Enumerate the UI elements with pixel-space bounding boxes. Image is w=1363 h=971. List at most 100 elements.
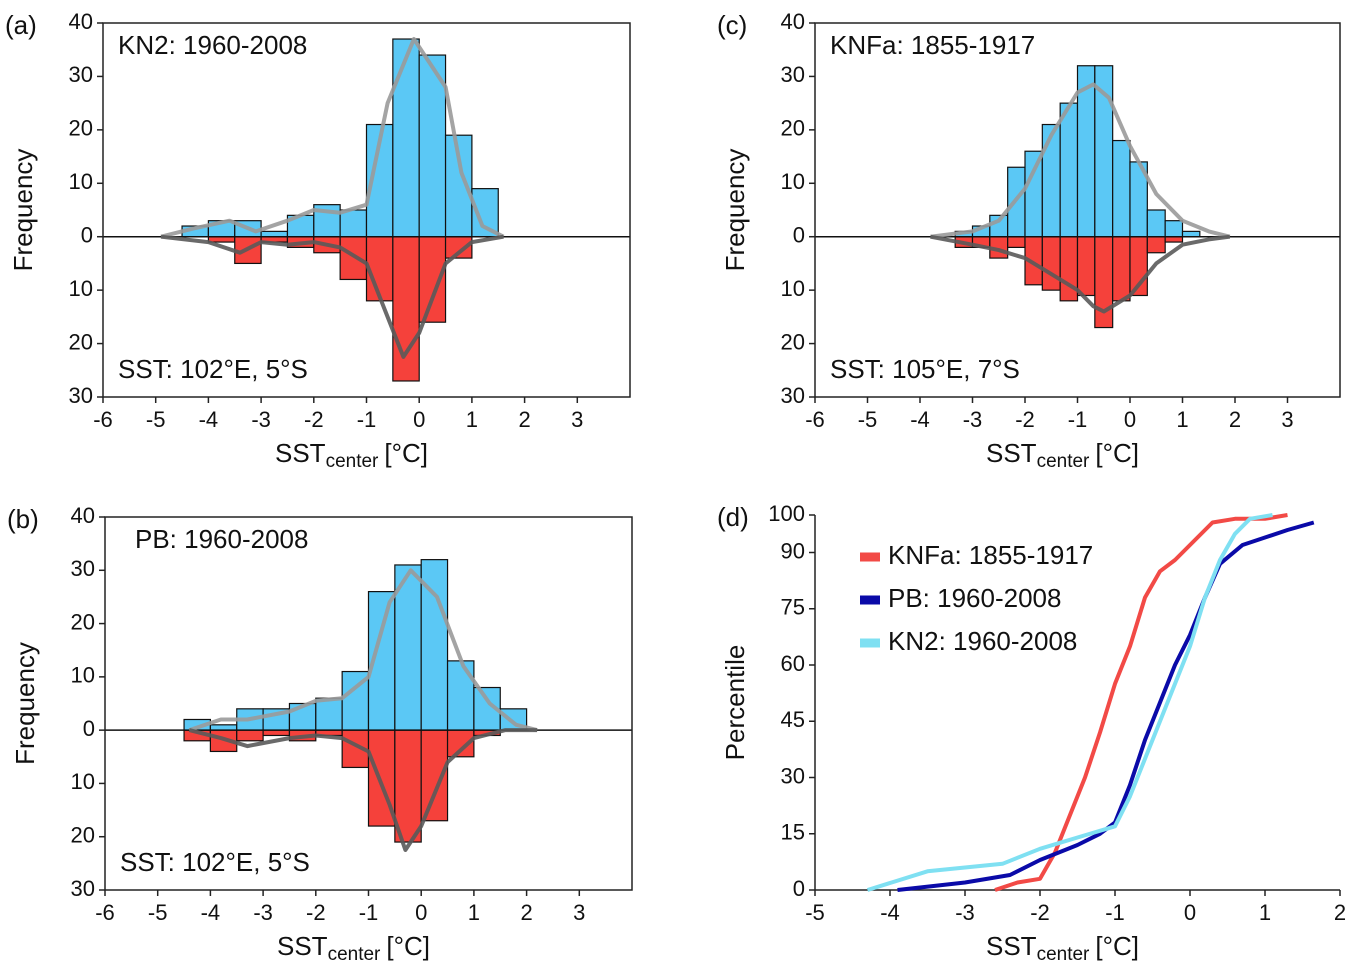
cdf-line	[897, 520, 1315, 892]
x-axis-label: SSTcenter [°C]	[277, 931, 430, 965]
annotation: KNFa: 1855-1917	[830, 30, 1035, 60]
panel-label: (b)	[7, 504, 39, 534]
y-tick-label: 10	[71, 769, 95, 794]
x-tick-label: -1	[1105, 900, 1125, 925]
legend-label: KN2: 1960-2008	[888, 626, 1077, 656]
y-tick-label: 40	[781, 9, 805, 34]
legend-label: KNFa: 1855-1917	[888, 540, 1093, 570]
y-tick-label: 10	[69, 169, 93, 194]
x-label-main: SST	[986, 931, 1037, 961]
y-tick-label: 30	[781, 763, 805, 788]
bar	[1164, 220, 1184, 238]
bar	[392, 236, 420, 382]
x-tick-label: 0	[1184, 900, 1196, 925]
annotation: KN2: 1960-2008	[118, 30, 307, 60]
x-axis-label: SSTcenter [°C]	[275, 438, 428, 472]
x-tick-label: 0	[415, 900, 427, 925]
y-axis-label: Frequency	[8, 149, 38, 272]
density-curve	[930, 234, 1231, 314]
y-tick-label: 30	[781, 383, 805, 408]
y-tick-label: 20	[71, 609, 95, 634]
y-tick-label: 90	[781, 538, 805, 563]
x-tick-label: 3	[573, 900, 585, 925]
x-tick-label: -5	[858, 407, 878, 432]
cdf-line	[866, 513, 1273, 892]
x-tick-label: -2	[1015, 407, 1035, 432]
bar	[207, 236, 236, 243]
x-label-sub: center	[328, 944, 381, 965]
density-curve	[188, 568, 538, 733]
plot-frame	[102, 22, 631, 398]
x-tick-label: 1	[1176, 407, 1188, 432]
density-curve	[160, 37, 505, 239]
y-tick-label: 45	[781, 707, 805, 732]
y-tick-label: 0	[81, 223, 93, 248]
x-tick-label: 3	[1281, 407, 1293, 432]
x-tick-label: -1	[1068, 407, 1088, 432]
x-label-unit: [°C]	[384, 438, 428, 468]
bar	[339, 236, 368, 281]
bar	[339, 209, 368, 238]
bar	[1146, 236, 1166, 254]
y-tick-label: 15	[781, 820, 805, 845]
x-tick-label: -5	[148, 900, 168, 925]
panel-label: (a)	[5, 10, 37, 40]
bar	[262, 729, 291, 737]
bar	[1112, 139, 1131, 238]
plot-frame	[814, 22, 1341, 398]
bar	[1094, 236, 1114, 329]
x-axis-label: SSTcenter [°C]	[986, 931, 1139, 965]
y-tick-label: 75	[781, 595, 805, 620]
y-tick-label: 40	[71, 503, 95, 528]
y-tick-label: 10	[69, 276, 93, 301]
annotation: SST: 102°E, 5°S	[120, 847, 310, 877]
bar	[1041, 123, 1061, 238]
x-label-sub: center	[1037, 451, 1090, 472]
bar	[1112, 236, 1131, 302]
bar	[392, 38, 420, 238]
annotation: PB: 1960-2008	[135, 524, 308, 554]
x-label-unit: [°C]	[386, 931, 430, 961]
y-tick-label: 30	[71, 876, 95, 901]
x-tick-label: 2	[520, 900, 532, 925]
y-tick-label: 10	[71, 663, 95, 688]
x-tick-label: 1	[468, 900, 480, 925]
bar	[1181, 230, 1201, 238]
x-tick-label: 0	[1124, 407, 1136, 432]
y-tick-label: 0	[793, 876, 805, 901]
y-tick-label: 20	[781, 329, 805, 354]
x-label-sub: center	[326, 451, 379, 472]
x-axis-label: SSTcenter [°C]	[986, 438, 1139, 472]
y-tick-label: 40	[69, 9, 93, 34]
bar	[1041, 236, 1061, 291]
bar	[209, 724, 238, 731]
x-tick-label: 0	[413, 407, 425, 432]
y-tick-label: 0	[793, 223, 805, 248]
x-label-unit: [°C]	[1095, 931, 1139, 961]
density-curve	[930, 82, 1231, 239]
x-tick-label: 2	[1334, 900, 1346, 925]
x-tick-label: -6	[93, 407, 113, 432]
x-tick-label: -6	[95, 900, 115, 925]
y-axis-label: Percentile	[720, 645, 750, 761]
bar	[260, 230, 289, 238]
y-axis-label: Frequency	[720, 149, 750, 272]
x-label-unit: [°C]	[1095, 438, 1139, 468]
y-tick-label: 0	[83, 716, 95, 741]
y-tick-label: 30	[71, 556, 95, 581]
x-tick-label: -5	[805, 900, 825, 925]
x-tick-label: 1	[466, 407, 478, 432]
x-tick-label: -3	[955, 900, 975, 925]
bar	[1059, 102, 1079, 238]
bar	[315, 697, 343, 731]
y-tick-label: 10	[781, 169, 805, 194]
bar	[1024, 150, 1043, 238]
bar	[1076, 236, 1096, 297]
bar	[394, 729, 422, 843]
y-tick-label: 30	[781, 62, 805, 87]
cdf-line	[994, 513, 1288, 892]
panel-label: (c)	[717, 10, 747, 40]
y-tick-label: 60	[781, 651, 805, 676]
panel-label: (d)	[717, 502, 749, 532]
